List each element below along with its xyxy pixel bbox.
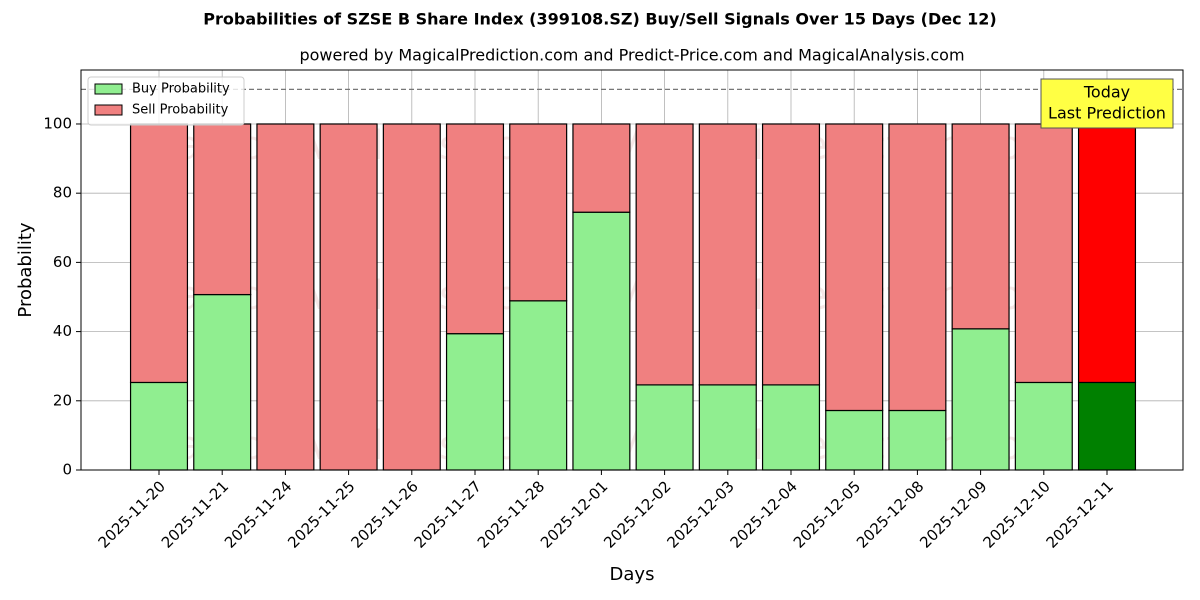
x-tick-label: 2025-12-04 (727, 477, 801, 551)
annotation-text: Last Prediction (1048, 104, 1166, 123)
bar-segment (445, 123, 505, 335)
bar-segment (635, 123, 694, 386)
bar-segment (509, 123, 568, 302)
bar-segment (319, 123, 378, 471)
x-tick-label: 2025-12-11 (1043, 477, 1117, 551)
legend-swatch (94, 83, 123, 95)
annotation-text: Today (1083, 83, 1130, 102)
chart-title: Probabilities of SZSE B Share Index (399… (203, 10, 996, 29)
bar-segment (761, 384, 821, 471)
bar-segment (256, 123, 315, 471)
y-tick-label: 40 (53, 322, 72, 340)
x-tick-label: 2025-12-10 (979, 477, 1053, 551)
bar-segment (382, 123, 441, 471)
bar-segment (193, 123, 252, 296)
x-tick-label: 2025-11-20 (95, 477, 169, 551)
x-tick-label: 2025-11-21 (158, 477, 232, 551)
y-tick-label: 100 (43, 114, 72, 132)
annotation-box (1040, 78, 1174, 129)
bar-segment (698, 123, 757, 386)
y-tick-label: 20 (53, 391, 72, 409)
bar-segment (635, 384, 694, 471)
x-tick-label: 2025-12-09 (916, 477, 990, 551)
bar-segment (572, 123, 631, 213)
y-tick-label: 80 (53, 184, 72, 202)
chart-subtitle: powered by MagicalPrediction.com and Pre… (299, 46, 964, 65)
legend-label: Buy Probability (132, 82, 230, 97)
x-tick-label: 2025-12-02 (600, 477, 674, 551)
x-tick-label: 2025-12-03 (663, 477, 737, 551)
bar-segment (1014, 123, 1073, 384)
y-axis-label: Probability (15, 222, 36, 317)
bar-segment (445, 333, 505, 471)
legend-box (87, 76, 245, 126)
bar-segment (129, 381, 189, 471)
bar-segment (951, 328, 1010, 471)
bar-segment (951, 123, 1010, 330)
bar-segment (1077, 381, 1137, 471)
bar-segment (825, 409, 884, 471)
x-tick-label: 2025-12-05 (790, 477, 864, 551)
plot-frame (80, 69, 1184, 471)
bar-segment (572, 211, 631, 471)
bar-segment (509, 300, 568, 471)
bar-segment (888, 409, 947, 471)
bar-segment (825, 123, 884, 412)
x-tick-label: 2025-11-24 (221, 477, 295, 551)
bar-segment (1077, 123, 1137, 384)
x-tick-label: 2025-11-27 (411, 477, 485, 551)
x-tick-label: 2025-11-26 (347, 477, 421, 551)
bar-segment (761, 123, 821, 386)
bar-segment (129, 123, 189, 384)
legend-swatch (94, 104, 123, 116)
x-tick-label: 2025-11-28 (474, 477, 548, 551)
bar-segment (193, 293, 252, 471)
y-tick-label: 60 (53, 253, 72, 271)
legend-label: Sell Probability (132, 103, 229, 118)
x-axis-label: Days (610, 564, 655, 585)
y-tick-label: 0 (62, 461, 72, 479)
x-tick-label: 2025-11-25 (284, 477, 358, 551)
x-tick-label: 2025-12-08 (853, 477, 927, 551)
bar-segment (1014, 381, 1073, 471)
bar-segment (698, 384, 757, 471)
bar-segment (888, 123, 947, 412)
x-tick-label: 2025-12-01 (537, 477, 611, 551)
